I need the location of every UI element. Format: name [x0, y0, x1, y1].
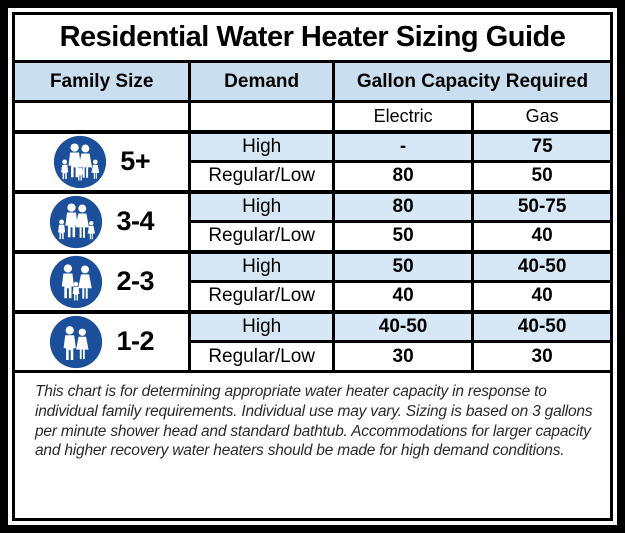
row-3-4-high: 3-4 High 80 50-75 [11, 189, 613, 253]
subheader-family-empty-cell [11, 100, 192, 133]
gas-high-value: 50-75 [471, 189, 613, 223]
family-size-label: 1-2 [116, 326, 154, 357]
footnote-row: This chart is for determining appropriat… [12, 370, 613, 521]
electric-high-value: 40-50 [331, 309, 475, 343]
family-3-4-icon [50, 195, 103, 248]
family-size-label: 2-3 [116, 266, 154, 296]
header-family-size: Family Size [11, 60, 192, 103]
demand-high-label: High [188, 129, 335, 163]
family-cell-3-4: 3-4 [11, 189, 192, 253]
row-2-3-high: 2-3 High 50 40-50 [11, 249, 613, 313]
electric-regular-value: 30 [331, 340, 475, 373]
gas-high-value: 40-50 [471, 249, 613, 283]
gas-high-value: 40-50 [471, 309, 613, 343]
row-2-3-regular: Regular/Low 40 40 [14, 280, 613, 313]
header-demand: Demand [188, 60, 335, 103]
row-5plus-regular: Regular/Low 80 50 [14, 160, 613, 193]
page-title: Residential Water Heater Sizing Guide [12, 12, 613, 63]
row-1-2-regular: Regular/Low 30 30 [14, 340, 613, 373]
inner-panel: Residential Water Heater Sizing Guide Fa… [8, 8, 617, 525]
header-row: Family Size Demand Gallon Capacity Requi… [11, 60, 614, 103]
family-5-plus-icon [54, 135, 107, 188]
family-cell-1-2: 1-2 [11, 309, 192, 373]
row-5plus-high: 5+ High - 75 [11, 129, 613, 193]
row-3-4-regular: Regular/Low 50 40 [14, 220, 613, 253]
electric-high-value: 80 [331, 189, 475, 223]
gas-regular-value: 40 [471, 280, 613, 313]
subheader-gas: Gas [471, 100, 613, 133]
electric-high-value: 50 [331, 249, 475, 283]
electric-regular-value: 50 [331, 220, 475, 253]
title-row: Residential Water Heater Sizing Guide [12, 12, 613, 63]
family-cell-2-3: 2-3 [11, 249, 192, 313]
gas-regular-value: 30 [471, 340, 613, 373]
sizing-table: Residential Water Heater Sizing Guide Fa… [11, 12, 614, 521]
subheader-electric: Electric [331, 100, 475, 133]
demand-regular-label: Regular/Low [188, 280, 335, 313]
gas-regular-value: 50 [471, 160, 613, 193]
demand-high-label: High [188, 189, 335, 223]
subheader-demand-empty-cell [188, 100, 335, 133]
family-cell-5plus: 5+ [11, 129, 192, 193]
footnote-text: This chart is for determining appropriat… [35, 383, 593, 460]
electric-regular-value: 80 [331, 160, 475, 193]
gas-regular-value: 40 [471, 220, 613, 253]
family-size-label: 5+ [120, 146, 151, 176]
family-2-3-icon [50, 255, 103, 308]
subheader-row: Electric Gas [11, 100, 613, 133]
family-size-label: 3-4 [116, 206, 154, 236]
demand-regular-label: Regular/Low [188, 160, 335, 193]
electric-regular-value: 40 [331, 280, 475, 313]
demand-regular-label: Regular/Low [188, 340, 335, 373]
demand-regular-label: Regular/Low [188, 220, 335, 253]
footnote-cell: This chart is for determining appropriat… [12, 370, 613, 521]
demand-high-label: High [188, 309, 335, 343]
gas-high-value: 75 [471, 129, 613, 163]
demand-high-label: High [188, 249, 335, 283]
row-1-2-high: 1-2 High 40-50 40-50 [11, 309, 613, 373]
electric-high-value: - [331, 129, 475, 163]
family-1-2-icon [50, 315, 103, 368]
header-capacity-group: Gallon Capacity Required [331, 60, 614, 103]
